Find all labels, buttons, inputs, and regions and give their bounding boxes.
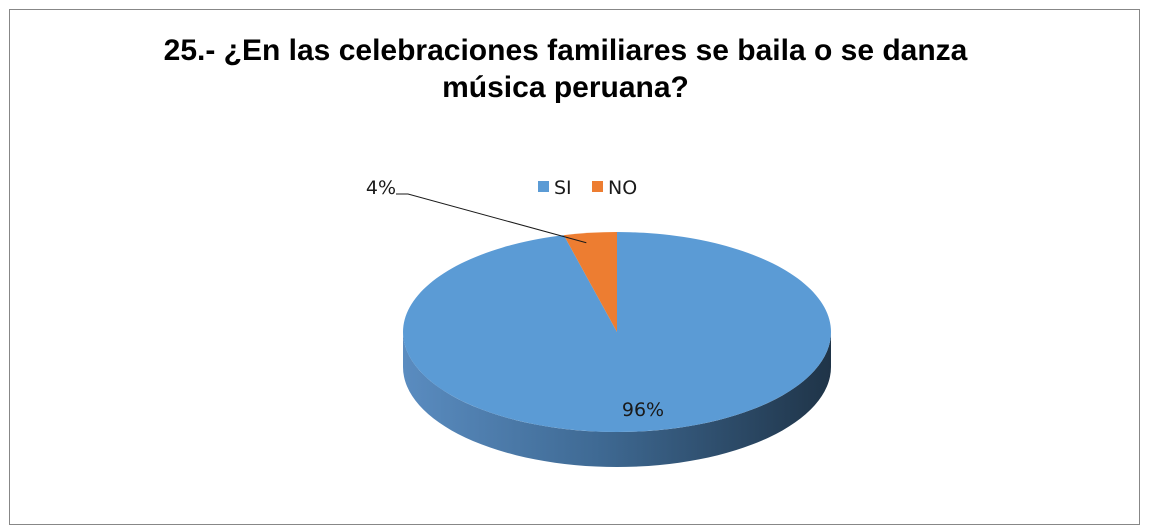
legend-swatch-si xyxy=(538,181,549,192)
chart-title: 25.- ¿En las celebraciones familiares se… xyxy=(0,32,1131,106)
chart-title-line-2: música peruana? xyxy=(442,71,689,104)
legend-label-si: SI xyxy=(554,177,572,199)
legend: SI NO xyxy=(538,177,637,199)
leader-line-no xyxy=(396,193,587,244)
pie-slice-si xyxy=(402,232,831,433)
chart-title-line-1: 25.- ¿En las celebraciones familiares se… xyxy=(163,34,968,67)
data-label-no: 4% xyxy=(366,177,396,199)
data-label-si: 96% xyxy=(622,399,664,421)
legend-swatch-no xyxy=(592,181,603,192)
pie-side-si xyxy=(403,332,831,467)
legend-label-no: NO xyxy=(608,177,637,199)
pie-side-group xyxy=(403,332,831,467)
pie-top-group xyxy=(402,232,831,433)
data-label-group: 96% 4% xyxy=(366,177,664,421)
pie-slice-no xyxy=(563,232,617,332)
